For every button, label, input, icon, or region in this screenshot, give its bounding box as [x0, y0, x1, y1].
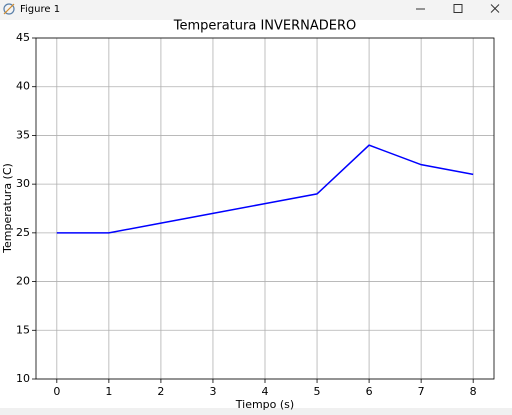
y-tick-label: 15 — [16, 323, 30, 336]
x-tick-label: 6 — [366, 385, 373, 398]
x-tick-label: 8 — [470, 385, 477, 398]
x-tick-label: 1 — [105, 385, 112, 398]
chart-title: Temperatura INVERNADERO — [173, 19, 357, 34]
y-tick-label: 40 — [16, 80, 30, 93]
plot-frame — [35, 37, 495, 380]
x-tick-label: 3 — [209, 385, 216, 398]
y-axis-label: Temperatura (C) — [1, 163, 14, 254]
y-tick-label: 35 — [16, 128, 30, 141]
y-tick-label: 30 — [16, 177, 30, 190]
x-tick-label: 5 — [314, 385, 321, 398]
x-tick-label: 7 — [418, 385, 425, 398]
x-tick-label: 0 — [53, 385, 60, 398]
maximize-button[interactable] — [453, 4, 463, 13]
y-tick-label: 20 — [16, 275, 30, 288]
toolbar — [0, 408, 512, 415]
x-axis-label: Tiempo (s) — [235, 398, 294, 411]
y-tick-label: 10 — [16, 372, 30, 385]
data-line — [56, 144, 474, 234]
window-title: Figure 1 — [20, 4, 60, 15]
x-tick-label: 2 — [157, 385, 164, 398]
y-tick-label: 25 — [16, 226, 30, 239]
title-bar — [0, 0, 512, 20]
y-tick-label: 45 — [16, 31, 30, 44]
close-button[interactable] — [490, 4, 500, 13]
app-icon — [3, 3, 15, 15]
x-tick-label: 4 — [262, 385, 269, 398]
